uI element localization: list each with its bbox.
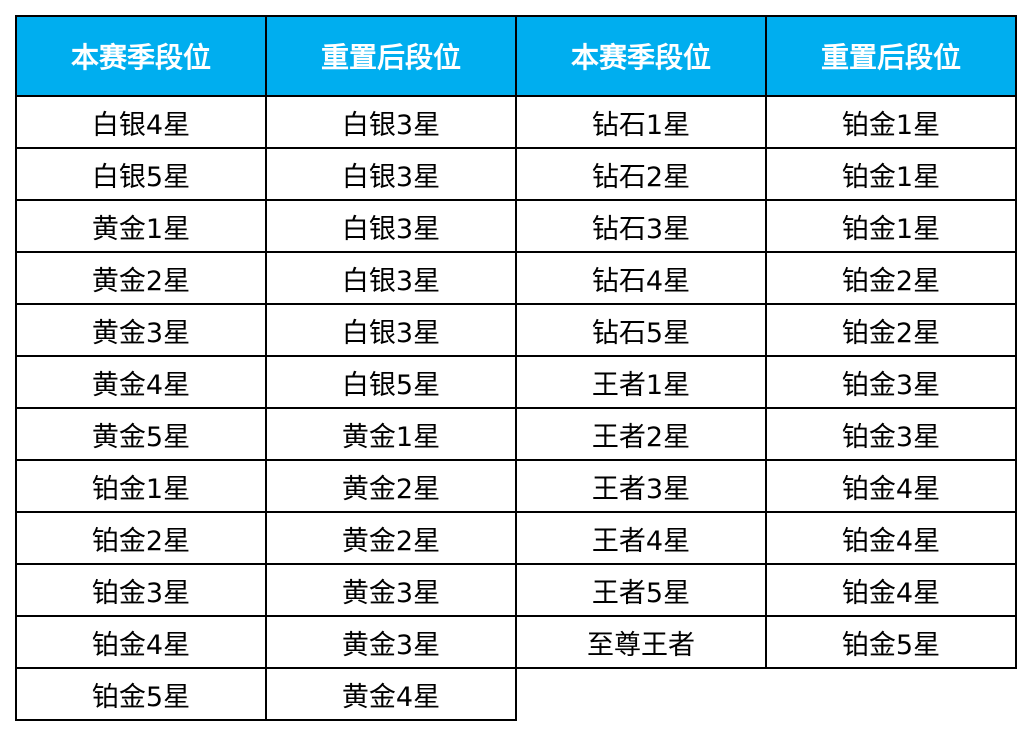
current-rank-cell: 钻石5星 — [515, 303, 767, 357]
header-current-rank: 本赛季段位 — [515, 15, 767, 97]
current-rank-cell: 铂金4星 — [15, 615, 267, 669]
reset-rank-cell: 铂金1星 — [765, 199, 1017, 253]
current-rank-cell: 王者4星 — [515, 511, 767, 565]
reset-rank-cell: 铂金3星 — [765, 407, 1017, 461]
current-rank-cell: 黄金3星 — [15, 303, 267, 357]
current-rank-cell: 钻石4星 — [515, 251, 767, 305]
current-rank-cell: 钻石2星 — [515, 147, 767, 201]
reset-rank-cell: 黄金1星 — [265, 407, 517, 461]
reset-rank-cell: 黄金3星 — [265, 563, 517, 617]
current-rank-cell: 王者5星 — [515, 563, 767, 617]
reset-rank-cell: 白银3星 — [265, 303, 517, 357]
current-rank-cell: 钻石3星 — [515, 199, 767, 253]
current-rank-cell: 铂金3星 — [15, 563, 267, 617]
reset-rank-cell: 白银5星 — [265, 355, 517, 409]
reset-rank-cell: 铂金2星 — [765, 251, 1017, 305]
reset-rank-cell: 铂金4星 — [765, 459, 1017, 513]
current-rank-cell: 王者2星 — [515, 407, 767, 461]
reset-rank-cell: 铂金2星 — [765, 303, 1017, 357]
current-rank-cell: 铂金5星 — [15, 667, 267, 721]
current-rank-cell: 黄金4星 — [15, 355, 267, 409]
header-current-rank: 本赛季段位 — [15, 15, 267, 97]
reset-rank-cell: 铂金4星 — [765, 511, 1017, 565]
current-rank-cell: 黄金1星 — [15, 199, 267, 253]
current-rank-cell: 黄金5星 — [15, 407, 267, 461]
current-rank-cell: 钻石1星 — [515, 95, 767, 149]
reset-rank-cell: 铂金1星 — [765, 147, 1017, 201]
reset-rank-cell: 黄金2星 — [265, 459, 517, 513]
reset-rank-cell: 白银3星 — [265, 199, 517, 253]
current-rank-cell: 白银5星 — [15, 147, 267, 201]
current-rank-cell: 王者3星 — [515, 459, 767, 513]
reset-rank-cell: 白银3星 — [265, 147, 517, 201]
current-rank-cell: 铂金1星 — [15, 459, 267, 513]
reset-rank-cell: 铂金1星 — [765, 95, 1017, 149]
header-reset-rank: 重置后段位 — [765, 15, 1017, 97]
current-rank-cell: 黄金2星 — [15, 251, 267, 305]
reset-rank-cell: 铂金5星 — [765, 615, 1017, 669]
reset-rank-cell: 铂金4星 — [765, 563, 1017, 617]
reset-rank-cell: 铂金3星 — [765, 355, 1017, 409]
reset-rank-cell: 白银3星 — [265, 251, 517, 305]
reset-rank-cell: 黄金3星 — [265, 615, 517, 669]
reset-rank-cell: 黄金2星 — [265, 511, 517, 565]
header-reset-rank: 重置后段位 — [265, 15, 517, 97]
reset-rank-cell: 白银3星 — [265, 95, 517, 149]
current-rank-cell: 白银4星 — [15, 95, 267, 149]
current-rank-cell: 至尊王者 — [515, 615, 767, 669]
current-rank-cell: 王者1星 — [515, 355, 767, 409]
current-rank-cell: 铂金2星 — [15, 511, 267, 565]
reset-rank-cell: 黄金4星 — [265, 667, 517, 721]
